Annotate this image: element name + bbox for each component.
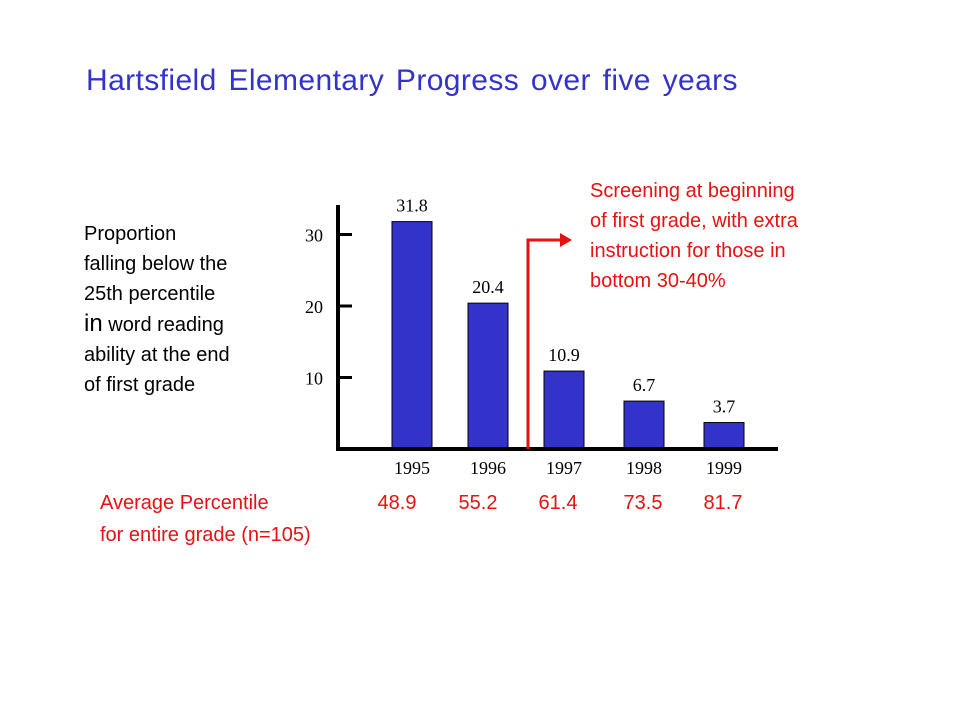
average-percentile-line-2: for entire grade (n=105)	[100, 524, 311, 546]
annotation-line-2: of first grade, with extra	[590, 210, 798, 232]
annotation-line-1: Screening at beginning	[590, 180, 795, 202]
average-percentile-label: Average Percentile for entire grade (n=1…	[100, 487, 400, 551]
data-label-1996: 20.4	[472, 277, 504, 297]
bar-1995	[391, 221, 433, 450]
bar-1999	[703, 422, 745, 450]
x-tick-label-1999: 1999	[706, 458, 742, 478]
y-tick-label-10: 10	[305, 369, 323, 389]
y-axis-label-line-2: falling below the	[84, 253, 228, 275]
annotation-line-3: instruction for those in	[590, 240, 786, 262]
y-axis-label-line-1: Proportion	[84, 223, 177, 245]
average-percentile-value-1999: 81.7	[703, 492, 743, 514]
bar-1996	[467, 302, 509, 450]
data-label-1998: 6.7	[633, 375, 656, 395]
x-tick-label-1995: 1995	[394, 458, 430, 478]
intervention-arrowhead	[560, 233, 572, 247]
x-tick-label-1997: 1997	[546, 458, 582, 478]
x-tick-label-1998: 1998	[626, 458, 662, 478]
y-axis-label: Proportion falling below the 25th percen…	[84, 219, 294, 400]
y-axis-label-line-3: 25th percentile	[84, 283, 216, 305]
y-axis-label-line-5: ability at the end	[84, 344, 230, 366]
y-axis-label-line-4: in word reading	[84, 309, 294, 340]
y-tick-label-30: 30	[305, 226, 323, 246]
average-percentile-value-1998: 73.5	[623, 492, 663, 514]
data-label-1997: 10.9	[548, 345, 580, 365]
y-tick-label-20: 20	[305, 297, 323, 317]
annotation-line-4: bottom 30-40%	[590, 270, 726, 292]
average-percentile-line-1: Average Percentile	[100, 492, 269, 514]
y-axis-label-in-word: in	[84, 310, 103, 337]
y-axis-label-line-6: of first grade	[84, 374, 196, 396]
average-percentile-value-1995: 48.9	[377, 492, 417, 514]
data-label-1999: 3.7	[713, 397, 736, 417]
bar-1997	[543, 370, 585, 450]
data-label-1995: 31.8	[396, 196, 428, 216]
y-axis-label-line-4-rest: word reading	[102, 314, 224, 336]
x-tick-label-1996: 1996	[470, 458, 506, 478]
intervention-annotation: Screening at beginning of first grade, w…	[590, 176, 860, 296]
average-percentile-value-1996: 55.2	[458, 492, 498, 514]
intervention-marker-line	[526, 238, 562, 449]
average-percentile-value-1997: 61.4	[538, 492, 578, 514]
chart-title: Hartsfield Elementary Progress over five…	[86, 64, 738, 97]
bar-1998	[623, 400, 665, 450]
